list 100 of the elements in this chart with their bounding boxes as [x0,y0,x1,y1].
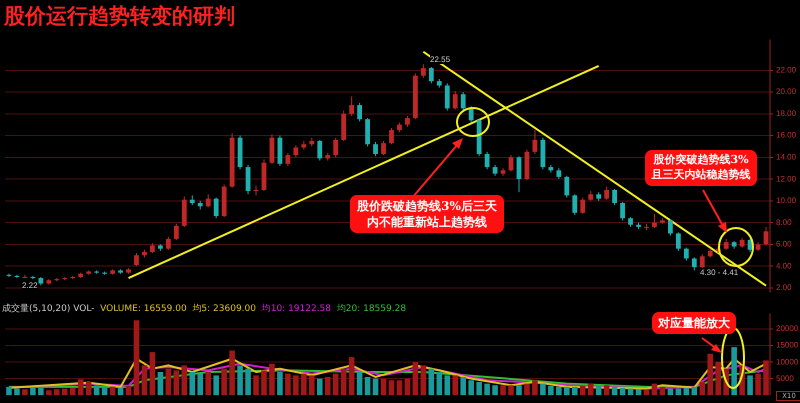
bar [134,320,140,396]
bar [205,372,211,396]
bar [588,384,594,396]
bar [22,389,28,396]
bar [747,375,753,396]
bar [166,368,172,396]
bar [692,386,698,396]
candlestick [668,218,673,236]
bar [612,386,618,396]
candlestick [357,102,362,122]
bar [102,386,108,396]
y-tick-label: 15000 [776,340,799,350]
bar [699,382,706,396]
y-tick-label: 18.00 [776,108,797,118]
candlestick [317,139,322,162]
bar [707,354,714,396]
bar [316,378,323,396]
bar [340,368,346,396]
bar [628,388,634,396]
candlestick [764,226,768,246]
y-tick-label: 20.00 [776,87,797,96]
candlestick [389,127,394,145]
bar [182,365,188,396]
candlestick [676,232,681,252]
annotation: 对应量能放大 [652,312,736,334]
bar [6,386,12,396]
bar [444,375,450,396]
bar [158,372,164,396]
bar [364,376,370,396]
bar [277,372,283,396]
annotation: 2.22 [22,281,38,290]
candlestick [444,82,450,112]
bar [285,374,291,396]
bar [436,372,442,396]
candlestick [652,213,657,229]
chart-subtitle: VOLUME: 16559.00 [100,304,187,314]
bar [412,362,418,396]
candlestick [286,152,290,166]
bar [540,384,546,396]
bar [86,382,92,396]
candlestick [692,256,697,271]
candlestick [468,106,474,123]
candlestick [397,122,402,133]
candlestick [612,188,617,206]
candlestick [381,140,386,156]
candlestick [254,185,258,196]
y-tick-label: 2.00 [776,283,792,292]
bar [332,374,338,396]
bar [660,386,666,396]
bar [78,379,84,396]
candlestick [628,216,633,228]
bar [644,389,650,396]
bar [468,380,474,396]
candlestick [604,186,610,200]
candlestick [700,254,705,269]
candlestick [134,252,139,267]
candlestick [740,237,744,248]
candlestick [492,164,498,176]
candlestick [214,197,219,219]
y-tick-label: 10.00 [776,196,797,206]
bar [476,382,482,396]
candlestick [246,164,250,195]
candlestick [349,96,354,116]
text: 均20: 18559.28 [336,304,406,314]
bar [492,385,498,396]
candlestick [484,151,490,170]
candlestick [684,247,689,262]
y-tick-label: 4.00 [776,261,792,270]
y-tick-label: 20000 [776,324,799,334]
annotation: 22.55 [430,55,450,64]
bar [380,378,386,396]
bar [118,388,124,396]
bar [356,372,362,396]
bar [676,388,682,396]
bar [324,376,331,396]
candlestick [150,242,155,254]
candlestick [333,137,338,158]
bar [500,385,506,396]
bar [269,364,275,396]
bar [309,375,315,396]
y-tick-label: 5000 [776,374,794,383]
bar [572,386,578,396]
candlestick [293,144,298,158]
candlestick [620,201,625,221]
y-tick-label: 16.00 [776,130,797,140]
bar [70,388,76,396]
text: 均10: 19122.58 [262,304,332,314]
bar [245,368,251,396]
candlestick [556,168,562,180]
candlestick [190,194,195,206]
bar [388,380,394,396]
bar [755,374,761,396]
y-tick-label: 8.00 [776,218,792,227]
bar [189,372,196,396]
bar [404,378,410,396]
bar [604,385,610,396]
chart-title: 成交量(5,10,20) VOL- [2,304,94,314]
bar [428,368,434,396]
bar [94,385,100,396]
bar [197,374,204,396]
